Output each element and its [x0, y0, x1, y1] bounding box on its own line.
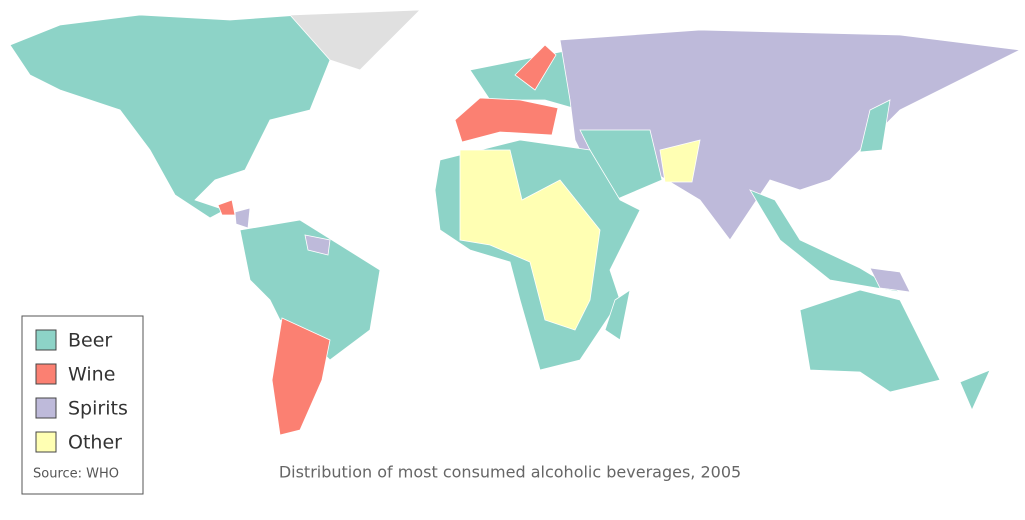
legend-label: Spirits — [68, 398, 128, 420]
japan — [859, 99, 891, 153]
source: Source: WHO — [33, 467, 119, 482]
legend-label: Beer — [68, 330, 112, 352]
africa-other — [459, 149, 601, 331]
north-america — [9, 14, 331, 219]
legend-swatch — [35, 431, 57, 453]
legend-swatch — [35, 363, 57, 385]
new-guinea — [869, 267, 911, 293]
australia — [799, 289, 941, 393]
legend-swatch — [35, 329, 57, 351]
new-zealand — [959, 369, 991, 411]
greenland — [289, 9, 422, 71]
madagascar — [604, 289, 631, 341]
pakistan — [659, 139, 701, 183]
guianas — [304, 234, 331, 256]
legend-label: Wine — [68, 364, 115, 386]
legend-swatch — [35, 397, 57, 419]
caribbean — [234, 207, 251, 229]
southern-cone — [271, 317, 331, 436]
legend: Beer Wine Spirits Other — [35, 329, 128, 454]
legend-label: Other — [68, 432, 122, 454]
scandinavia-wine — [514, 44, 557, 91]
southern-europe — [454, 97, 559, 143]
world-map — [9, 9, 1022, 436]
map-title: Distribution of most consumed alcoholic … — [279, 463, 741, 482]
